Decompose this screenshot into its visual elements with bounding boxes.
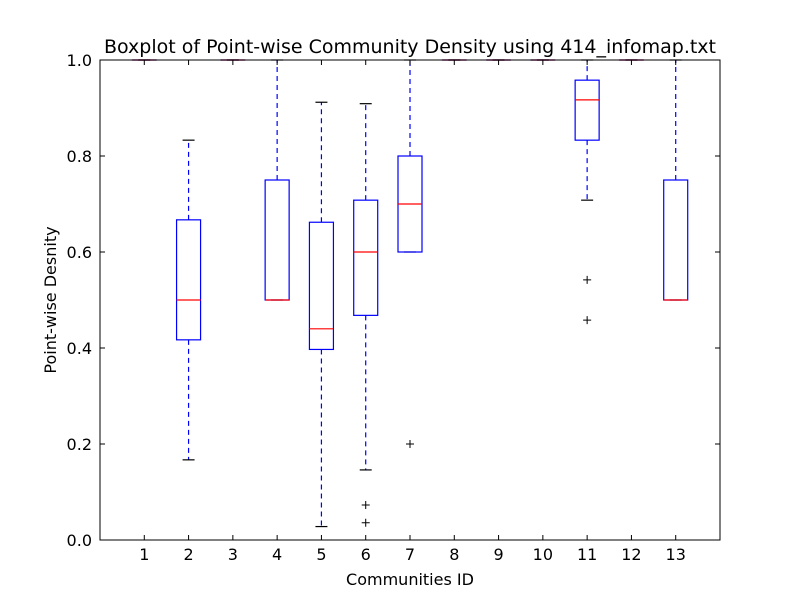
box-group-5 [308,101,335,528]
y-tick-label-0.8: 0.8 [67,147,92,166]
box-13 [663,179,689,301]
x-axis-label: Communities ID [346,570,474,589]
x-tick-label-4: 4 [272,545,282,564]
x-tick-label-9: 9 [493,545,503,564]
box-2 [175,219,202,341]
y-tick-label-0.6: 0.6 [67,243,92,262]
outlier-6-2 [361,518,370,527]
box-5 [308,221,335,351]
x-tick-label-13: 13 [666,545,686,564]
box-11 [574,79,600,141]
x-tick-label-5: 5 [316,545,326,564]
box-4 [264,179,290,301]
box-group-2 [175,139,202,461]
y-axis-label: Point-wise Desnity [41,226,60,373]
y-tick-label-0.2: 0.2 [67,435,92,454]
x-tick-label-1: 1 [139,545,149,564]
x-tick-label-12: 12 [621,545,641,564]
y-tick-label-0.4: 0.4 [67,339,92,358]
x-tick-label-11: 11 [577,545,597,564]
outlier-11-1 [583,275,592,284]
box-group-6 [353,103,379,527]
x-tick-label-2: 2 [183,545,193,564]
x-tick-label-3: 3 [228,545,238,564]
x-tick-label-8: 8 [449,545,459,564]
chart-title: Boxplot of Point-wise Community Density … [104,36,716,58]
box-6 [353,199,379,316]
box-group-4 [264,59,290,301]
y-tick-label-1.0: 1.0 [67,51,92,70]
box-group-7 [397,59,423,448]
box-group-11 [574,59,600,325]
x-tick-label-10: 10 [533,545,553,564]
x-tick-label-6: 6 [361,545,371,564]
outlier-7-1 [406,440,414,448]
outlier-11-2 [583,316,592,325]
box-group-13 [663,59,689,301]
y-tick-label-0.0: 0.0 [67,531,92,550]
outlier-6-1 [361,500,370,509]
x-tick-label-7: 7 [405,545,415,564]
